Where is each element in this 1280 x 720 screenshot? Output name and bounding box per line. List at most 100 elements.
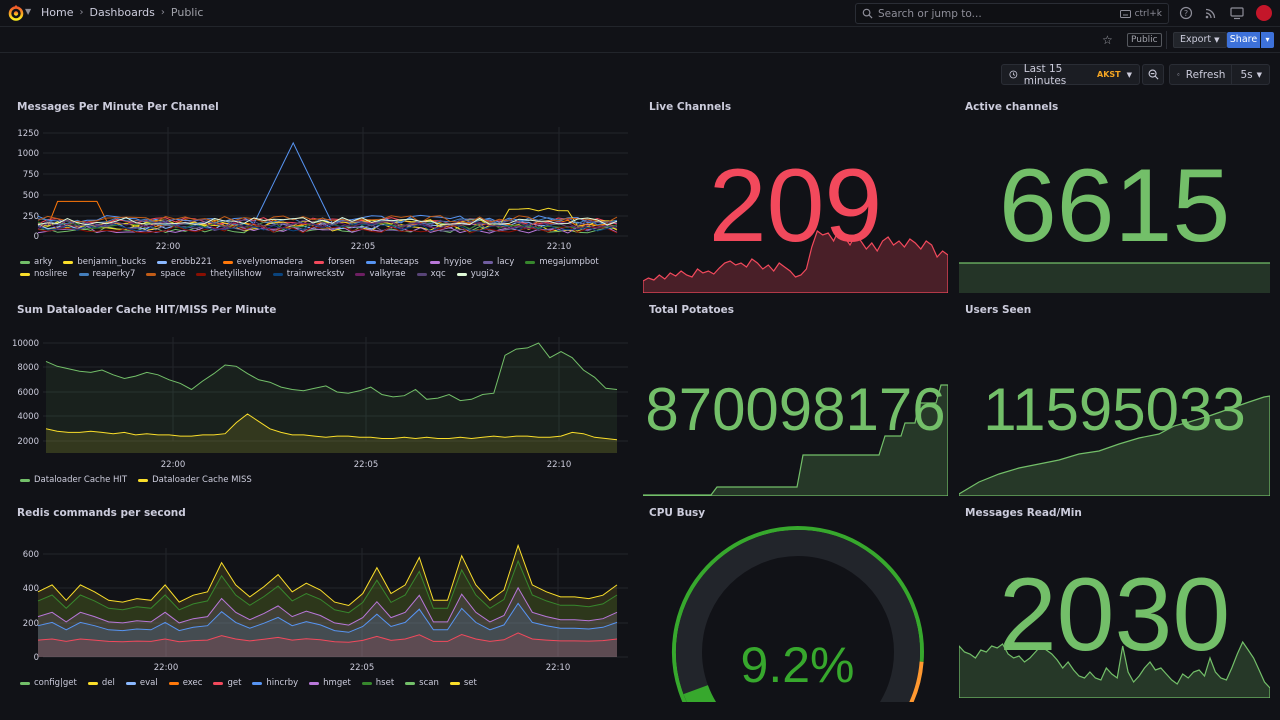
legend-item[interactable]: space — [146, 269, 185, 279]
legend-item[interactable]: hincrby — [252, 678, 298, 688]
panel-title[interactable]: Users Seen — [965, 304, 1032, 316]
legend-item[interactable]: hatecaps — [365, 257, 419, 267]
rss-feed-icon[interactable] — [1203, 5, 1219, 21]
y-tick-label: 0 — [34, 653, 39, 663]
series-line — [37, 559, 618, 614]
star-icon[interactable]: ☆ — [1102, 33, 1113, 47]
panel-title[interactable]: Active channels — [965, 101, 1059, 113]
share-button[interactable]: Share — [1227, 32, 1260, 48]
legend-item[interactable]: Dataloader Cache HIT — [20, 475, 127, 485]
legend-item[interactable]: hyyjoe — [429, 257, 472, 267]
grafana-logo-icon[interactable] — [8, 5, 24, 21]
sparkline-area — [959, 395, 1270, 496]
refresh-icon — [1177, 73, 1180, 76]
legend-item[interactable]: hmget — [309, 678, 351, 688]
legend-item[interactable]: trainwreckstv — [272, 269, 344, 279]
series-line — [37, 586, 618, 626]
refresh-interval-picker[interactable]: 5s ▼ — [1231, 65, 1262, 84]
help-icon[interactable]: ? — [1178, 5, 1194, 21]
search-placeholder: Search or jump to... — [878, 7, 982, 20]
legend-swatch — [20, 272, 30, 276]
timeseries-chart-redis: 600 400 200 0 22:00 22:05 22:10 — [23, 543, 628, 673]
chart-series — [37, 543, 618, 657]
panel-title[interactable]: CPU Busy — [649, 507, 706, 519]
legend-item[interactable]: Dataloader Cache MISS — [138, 475, 252, 485]
sparkline-area — [959, 263, 1270, 293]
legend-label: benjamin_bucks — [77, 257, 147, 267]
legend-swatch — [309, 681, 320, 685]
legend-label: thetylilshow — [210, 269, 262, 279]
panel-title[interactable]: Total Potatoes — [649, 304, 734, 316]
breadcrumb-home[interactable]: Home — [41, 6, 74, 19]
legend-item[interactable]: benjamin_bucks — [63, 257, 146, 267]
legend-swatch — [213, 681, 224, 685]
export-button[interactable]: Export ▼ — [1173, 32, 1227, 48]
search-icon — [862, 8, 873, 19]
legend-item[interactable]: set — [449, 678, 477, 688]
gauge-cpu-busy — [672, 526, 924, 702]
panel-title[interactable]: Sum Dataloader Cache HIT/MISS Per Minute — [17, 304, 277, 316]
sparkline-area — [643, 227, 948, 293]
legend-item[interactable]: xqc — [416, 269, 446, 279]
legend-item[interactable]: lacy — [482, 257, 514, 267]
legend-label: megajumpbot — [539, 257, 599, 267]
legend-item[interactable]: eval — [125, 678, 158, 688]
legend-item[interactable]: exec — [168, 678, 203, 688]
series-line-valkyrae — [37, 221, 618, 230]
chart-series — [45, 342, 618, 453]
legend-item[interactable]: arky — [20, 257, 52, 267]
legend-label: reaperky7 — [92, 269, 136, 279]
legend-swatch — [361, 681, 372, 685]
legend-item[interactable]: scan — [405, 678, 439, 688]
legend-item[interactable]: hset — [361, 678, 394, 688]
series-line-reaperky7 — [37, 217, 618, 226]
zoom-out-button[interactable] — [1142, 64, 1164, 85]
legend-item[interactable]: yugi2x — [456, 269, 500, 279]
share-dropdown-button[interactable]: ▾ — [1261, 32, 1274, 48]
series-line — [37, 602, 618, 633]
legend-item[interactable]: nosliree — [20, 269, 68, 279]
legend-item[interactable]: evelynomadera — [222, 257, 303, 267]
panel-title[interactable]: Live Channels — [649, 101, 732, 113]
legend-item[interactable]: reaperky7 — [78, 269, 136, 279]
panel-title[interactable]: Redis commands per second — [17, 507, 186, 519]
shortcut-label: ctrl+k — [1134, 8, 1162, 19]
legend-swatch — [222, 260, 233, 264]
series-area — [38, 545, 617, 657]
legend-label: valkyrae — [369, 269, 406, 279]
breadcrumb-dashboards[interactable]: Dashboards — [89, 6, 155, 19]
legend-item[interactable]: erobb221 — [157, 257, 212, 267]
legend-item[interactable]: thetylilshow — [196, 269, 262, 279]
series-area-hit — [46, 343, 617, 453]
series-line-hit — [45, 342, 618, 402]
chevron-down-icon: ▼ — [1126, 70, 1132, 79]
legend-item[interactable]: megajumpbot — [525, 257, 599, 267]
time-range-picker[interactable]: Last 15 minutes AKST ▼ — [1001, 63, 1140, 87]
y-tick-label: 600 — [23, 550, 39, 560]
x-tick-label: 22:05 — [354, 460, 379, 470]
series-line-nosliree — [37, 207, 618, 228]
legend-label: yugi2x — [470, 269, 500, 279]
user-avatar[interactable] — [1256, 5, 1272, 21]
series-area — [38, 561, 617, 657]
clock-icon — [1009, 70, 1018, 79]
series-line-thetylilshow — [37, 225, 618, 234]
legend-item[interactable]: valkyrae — [355, 269, 406, 279]
legend-item[interactable]: forsen — [314, 257, 355, 267]
legend-label: exec — [182, 678, 203, 688]
legend-swatch — [272, 272, 283, 276]
panel-title[interactable]: Messages Per Minute Per Channel — [17, 101, 219, 113]
chevron-down-icon[interactable]: ▼ — [25, 7, 32, 16]
legend-swatch — [146, 272, 157, 276]
x-tick-label: 22:00 — [154, 663, 179, 673]
search-input[interactable]: Search or jump to... ctrl+k — [855, 3, 1169, 24]
refresh-button[interactable]: Refresh 5s ▼ — [1169, 64, 1270, 85]
panel-title[interactable]: Messages Read/Min — [965, 507, 1082, 519]
legend-item[interactable]: config|get — [20, 678, 77, 688]
legend-item[interactable]: get — [213, 678, 241, 688]
legend-swatch — [78, 272, 89, 276]
sparkline-live-channels — [643, 227, 948, 293]
legend-item[interactable]: del — [87, 678, 115, 688]
legend-swatch — [20, 260, 30, 264]
kiosk-mode-icon[interactable] — [1229, 5, 1245, 21]
